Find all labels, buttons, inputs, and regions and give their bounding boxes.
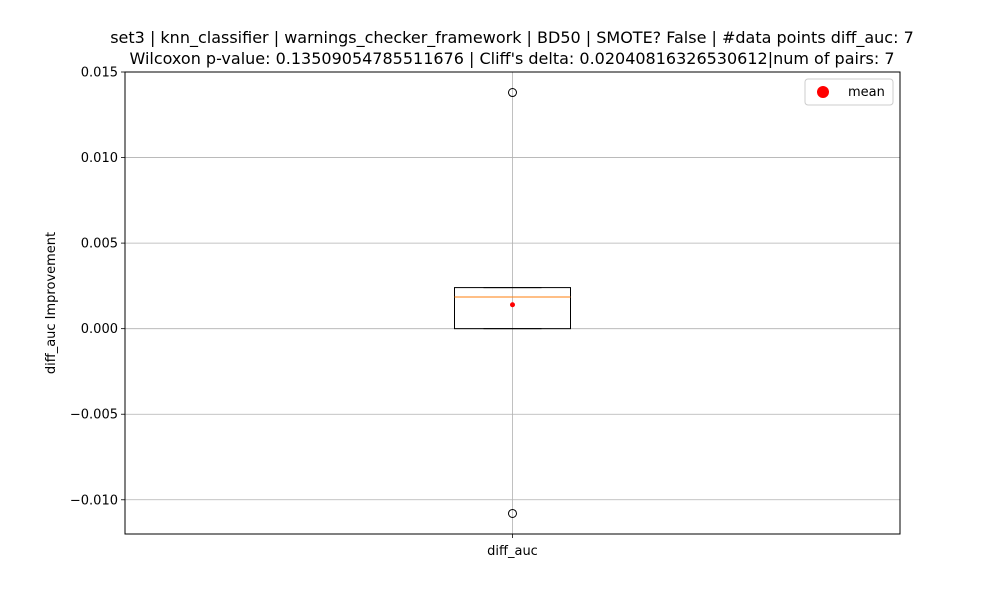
y-tick-label: 0.000 bbox=[81, 322, 118, 337]
y-tick-label: 0.010 bbox=[81, 151, 118, 166]
mean-marker bbox=[510, 302, 515, 308]
legend-mean-marker bbox=[817, 86, 829, 98]
outlier-point bbox=[508, 88, 517, 98]
outlier-point bbox=[508, 508, 517, 518]
box-iqr bbox=[454, 287, 571, 330]
y-axis-label: diff_auc Improvement bbox=[44, 232, 59, 374]
y-tick-label: 0.015 bbox=[81, 66, 118, 81]
axis-ticks: −0.010 −0.005 0.000 0.005 0.010 0.015 diff_auc bbox=[70, 66, 538, 560]
chart-subtitle: Wilcoxon p-value: 0.13509054785511676 | … bbox=[129, 49, 894, 68]
y-tick-label: 0.005 bbox=[81, 237, 118, 252]
x-tick-label: diff_auc bbox=[487, 544, 538, 559]
chart-title: set3 | knn_classifier | warnings_checker… bbox=[110, 28, 914, 48]
y-tick-label: −0.010 bbox=[70, 493, 118, 508]
legend-frame bbox=[804, 78, 894, 106]
legend-mean-label: mean bbox=[848, 85, 885, 100]
legend: mean bbox=[804, 78, 894, 106]
plot-marks bbox=[454, 88, 571, 518]
y-tick-label: −0.005 bbox=[70, 408, 118, 423]
